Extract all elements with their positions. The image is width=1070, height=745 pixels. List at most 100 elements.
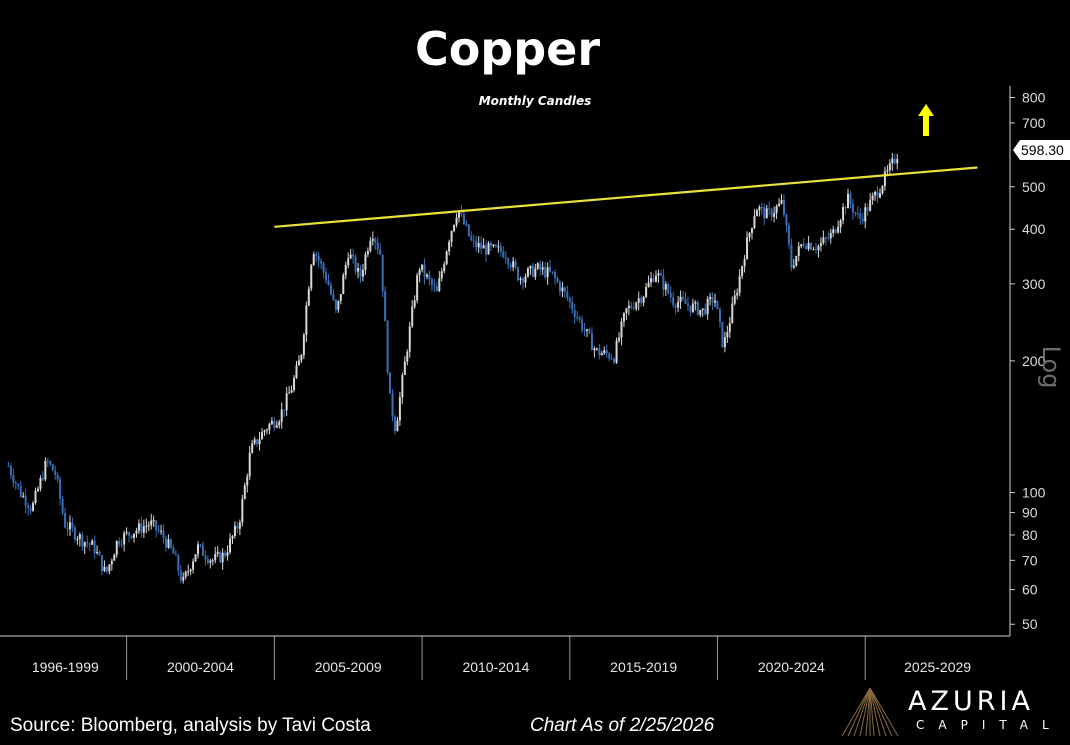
- candle-body: [512, 261, 515, 268]
- candle-body: [192, 561, 195, 570]
- candle-body: [541, 267, 544, 270]
- candle-body: [49, 461, 52, 465]
- candle-body: [477, 242, 480, 248]
- candle-body: [29, 508, 32, 511]
- candle-body: [618, 337, 621, 341]
- candle-body: [743, 259, 746, 267]
- candle-body: [290, 390, 293, 393]
- plot-area: [7, 153, 899, 584]
- candle-body: [563, 287, 566, 292]
- candle-body: [598, 348, 601, 356]
- candle-body: [554, 271, 557, 278]
- candle-body: [167, 539, 170, 548]
- candle-body: [608, 353, 611, 359]
- candle-body: [393, 416, 396, 432]
- x-period-label: 1996-1999: [32, 659, 99, 675]
- y-axis: 50 60 70 80 90 100 200 300 400 500 700 800: [1010, 90, 1046, 632]
- chart-subtitle: Monthly Candles: [478, 94, 592, 108]
- logo-mountain-icon: [841, 687, 899, 737]
- candle-body: [258, 439, 261, 445]
- candle-body: [746, 237, 749, 260]
- candle-body: [51, 464, 54, 471]
- candle-body: [640, 298, 643, 303]
- candle-body: [364, 254, 367, 270]
- candle-body: [209, 560, 212, 563]
- candle-body: [96, 551, 99, 554]
- candle-body: [827, 237, 830, 239]
- candle-body: [325, 272, 328, 281]
- candle-body: [837, 227, 840, 233]
- y-tick-label: 300: [1022, 276, 1046, 292]
- candle-body: [615, 340, 618, 363]
- candle-body: [221, 552, 224, 563]
- logo-name: AZURIA: [908, 686, 1034, 717]
- candle-body: [716, 300, 719, 310]
- candle-body: [686, 303, 689, 306]
- candle-body: [588, 329, 591, 333]
- candle-body: [453, 224, 456, 232]
- candle-body: [613, 358, 616, 363]
- candle-body: [832, 229, 835, 234]
- candle-body: [462, 213, 465, 225]
- candle-body: [846, 193, 849, 209]
- candle-body: [248, 452, 251, 477]
- candle-body: [558, 281, 561, 292]
- candle-body: [197, 544, 200, 555]
- candle-body: [329, 285, 332, 294]
- candle-body: [893, 158, 896, 164]
- candle-body: [549, 267, 552, 272]
- candle-body: [174, 553, 177, 556]
- candle-body: [27, 505, 30, 509]
- candle-body: [807, 243, 810, 249]
- candle-body: [211, 560, 214, 562]
- candle-body: [694, 301, 697, 304]
- candle-body: [765, 208, 768, 219]
- candle-body: [546, 267, 549, 278]
- candle-body: [36, 488, 39, 492]
- candle-body: [206, 559, 209, 563]
- candle-body: [435, 286, 438, 292]
- candle-body: [413, 300, 416, 307]
- candle-body: [450, 231, 453, 242]
- candle-body: [238, 522, 241, 529]
- candle-body: [270, 420, 273, 425]
- candle-body: [517, 267, 520, 281]
- candle-body: [866, 207, 869, 211]
- candle-body: [810, 243, 813, 250]
- candle-body: [398, 397, 401, 421]
- candle-body: [182, 576, 185, 581]
- last-price-label: 598.30: [1021, 142, 1064, 158]
- candle-body: [366, 250, 369, 255]
- candle-body: [61, 499, 64, 514]
- candle-body: [760, 206, 763, 208]
- candle-body: [155, 520, 158, 530]
- candle-body: [489, 243, 492, 247]
- candle-body: [54, 470, 57, 475]
- candle-body: [635, 302, 638, 309]
- candle-body: [526, 268, 529, 277]
- axis-scale-label: Log: [1037, 346, 1065, 389]
- candle-body: [620, 321, 623, 338]
- y-tick-label: 700: [1022, 115, 1046, 131]
- candle-body: [34, 491, 37, 503]
- candle-body: [184, 571, 187, 577]
- candle-body: [68, 522, 71, 530]
- candle-body: [177, 555, 180, 571]
- candle-body: [778, 203, 781, 207]
- candle-body: [233, 525, 236, 536]
- candle-body: [470, 236, 473, 240]
- candle-body: [445, 251, 448, 265]
- candle-body: [583, 330, 586, 332]
- candle-body: [300, 355, 303, 361]
- candle-body: [790, 244, 793, 268]
- candle-body: [165, 538, 168, 548]
- candle-body: [645, 286, 648, 297]
- x-period-label: 2015-2019: [610, 659, 677, 675]
- chart-title: Copper: [414, 22, 601, 76]
- candle-body: [169, 539, 172, 548]
- y-tick-label: 80: [1022, 527, 1038, 543]
- candle-body: [216, 552, 219, 554]
- candle-body: [536, 263, 539, 269]
- candle-body: [251, 443, 254, 453]
